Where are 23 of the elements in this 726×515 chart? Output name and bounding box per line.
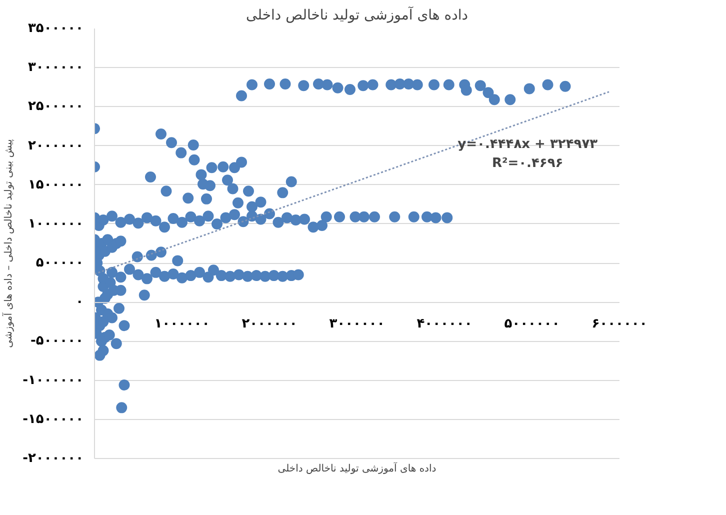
x-tick-label: ۳۰۰۰۰۰۰ [329, 316, 385, 332]
y-tick-label: ۰ [76, 294, 84, 310]
y-tick-label: ۱۰۰۰۰۰۰ [28, 216, 84, 232]
x-tick-label: ۵۰۰۰۰۰۰ [504, 316, 560, 332]
y-axis-title: پیش بینی تولید ناخالص داخلی – داده های آموزشی [2, 138, 15, 348]
y-tick-label: -۲۰۰۰۰۰۰ [22, 451, 84, 466]
chart-title: داده های آموزشی تولید ناخالص داخلی [246, 6, 468, 24]
y-tick-label: ۲۵۰۰۰۰۰ [28, 99, 84, 114]
y-tick-label: ۲۰۰۰۰۰۰ [28, 138, 84, 154]
y-tick-label: ۱۵۰۰۰۰۰ [28, 177, 84, 192]
y-tick-label: ۳۵۰۰۰۰۰ [28, 21, 84, 36]
annotation: y=۰.۴۴۴۸x + ۳۲۴۹۷۳ [458, 137, 598, 152]
annotation: R²=۰.۴۶۹۶ [492, 156, 564, 171]
y-tick-label: -۵۰۰۰۰۰ [30, 334, 84, 349]
x-tick-label: ۱۰۰۰۰۰۰ [154, 316, 210, 332]
x-tick-label: ۴۰۰۰۰۰۰ [416, 316, 472, 332]
y-tick-label: ۵۰۰۰۰۰ [36, 256, 84, 271]
x-tick-label: ۲۰۰۰۰۰۰ [242, 316, 298, 332]
y-tick-label: -۱۰۰۰۰۰۰ [22, 372, 84, 388]
y-tick-label: -۱۵۰۰۰۰۰ [22, 412, 84, 427]
y-tick-label: ۳۰۰۰۰۰۰ [28, 60, 84, 76]
x-tick-label: ۶۰۰۰۰۰۰ [592, 316, 648, 332]
x-axis-title: داده های آموزشی تولید ناخالص داخلی [278, 462, 436, 474]
